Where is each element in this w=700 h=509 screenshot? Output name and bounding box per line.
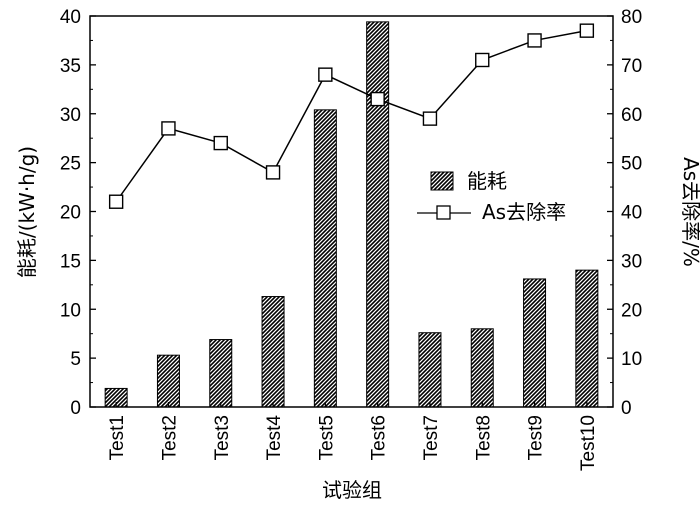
line-path — [115, 29, 587, 203]
bar-Test7 — [418, 332, 442, 408]
x-tick-label: Test5 — [316, 415, 337, 460]
left-tick-label: 5 — [70, 349, 81, 370]
bar-Test2 — [156, 354, 180, 408]
right-axis-title: As去除率/% — [679, 157, 700, 267]
right-tick-label: 40 — [621, 203, 642, 224]
right-tick-label: 50 — [621, 154, 642, 175]
left-tick-label: 15 — [60, 251, 81, 272]
line-series — [108, 23, 595, 209]
legend-line-label: As去除率 — [482, 200, 566, 224]
right-tick-label: 10 — [621, 349, 642, 370]
right-tick-label: 30 — [621, 251, 642, 272]
x-tick-label: Test6 — [369, 415, 390, 460]
x-tick-label: Test1 — [107, 415, 128, 460]
point-Test4 — [265, 165, 281, 180]
x-axis: Test1 Test2 Test3 Test4 Test5 Test6 Test7 Test8… — [107, 402, 599, 471]
point-Test10 — [579, 23, 595, 38]
bar-Test5 — [313, 109, 337, 408]
left-tick-label: 10 — [60, 300, 81, 321]
legend-bar-swatch — [430, 171, 454, 191]
x-tick-label: Test8 — [473, 415, 494, 460]
point-Test6 — [370, 91, 385, 107]
right-tick-label: 80 — [621, 7, 642, 28]
bar-Test6 — [366, 21, 390, 408]
bar-Test3 — [209, 339, 233, 408]
bar-Test9 — [523, 278, 547, 408]
right-tick-label: 70 — [621, 56, 642, 77]
x-tick-label: Test7 — [421, 415, 442, 460]
x-tick-label: Test3 — [212, 415, 233, 460]
point-Test5 — [318, 67, 333, 82]
left-tick-label: 20 — [60, 203, 81, 224]
left-tick-label: 35 — [60, 56, 81, 77]
legend: 能耗 As去除率 — [417, 169, 566, 224]
x-tick-label: Test10 — [578, 415, 599, 471]
legend-line-marker — [436, 205, 451, 220]
bar-Test4 — [261, 296, 285, 408]
x-tick-label: Test2 — [159, 415, 180, 460]
left-tick-label: 25 — [60, 154, 81, 175]
point-Test2 — [161, 121, 176, 136]
point-Test7 — [422, 111, 438, 126]
point-Test1 — [108, 194, 124, 209]
right-tick-label: 0 — [621, 398, 632, 419]
right-axis: 0 10 20 30 40 50 60 70 80 — [607, 7, 642, 419]
x-tick-label: Test4 — [264, 415, 285, 461]
left-axis-title: 能耗/(kW·h/g) — [15, 146, 39, 278]
x-tick-label: Test9 — [526, 415, 547, 460]
left-tick-label: 30 — [60, 105, 81, 126]
bar-series — [104, 21, 599, 408]
point-Test8 — [475, 52, 490, 68]
left-tick-label: 40 — [60, 7, 81, 28]
x-axis-title: 试验组 — [322, 478, 382, 502]
left-axis: 0 5 10 15 20 25 30 35 40 — [60, 7, 96, 419]
right-tick-label: 20 — [621, 300, 642, 321]
point-Test3 — [213, 135, 228, 151]
legend-bar-label: 能耗 — [467, 169, 507, 193]
left-tick-label: 0 — [70, 398, 81, 419]
point-Test9 — [527, 33, 542, 48]
bar-Test8 — [470, 328, 494, 408]
right-tick-label: 60 — [621, 105, 642, 126]
bar-Test10 — [575, 269, 599, 408]
